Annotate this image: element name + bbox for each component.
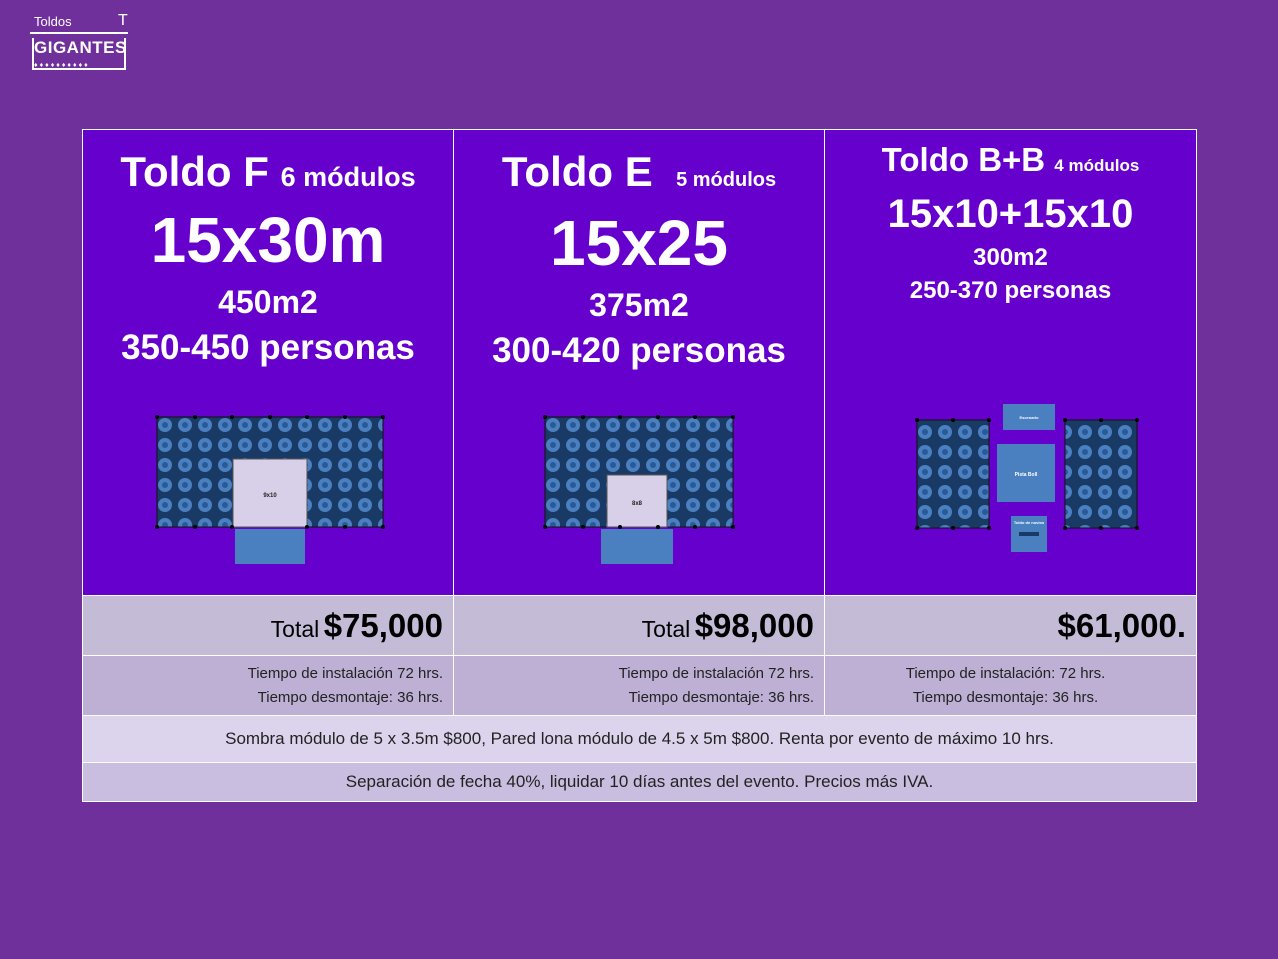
floor-plan-image: 8x8 [543, 415, 735, 564]
tent-size: 15x30m [150, 204, 386, 276]
price-row: Total $75,000 Total $98,000 $61,000. [82, 595, 1197, 656]
logo-people-graphic: ♦♦♦♦♦♦♦♦♦♦ [34, 62, 90, 69]
tent-cell-e: Toldo E 5 módulos 15x25 375m2 300-420 pe… [453, 129, 825, 596]
svg-text:Escenario: Escenario [1019, 415, 1039, 420]
logo-roof [30, 32, 128, 34]
tent-row: Toldo F 6 módulos 15x30m 450m2 350-450 p… [82, 129, 1197, 596]
floor-plan-image: 9x10 [155, 415, 385, 564]
time-cell: Tiempo de instalación 72 hrs. Tiempo desm… [82, 655, 454, 716]
tent-area: 300m2 [973, 244, 1048, 271]
tent-cell-f: Toldo F 6 módulos 15x30m 450m2 350-450 p… [82, 129, 454, 596]
logo-frame [32, 38, 126, 70]
price-table: Toldo F 6 módulos 15x30m 450m2 350-450 p… [82, 129, 1197, 802]
time-cell: Tiempo de instalación 72 hrs. Tiempo desm… [453, 655, 825, 716]
extras-note: Sombra módulo de 5 x 3.5m $800, Pared lo… [82, 715, 1197, 763]
time-cell: Tiempo de instalación: 72 hrs. Tiempo des… [824, 655, 1197, 716]
logo-top-text: Toldos [34, 14, 72, 29]
price-cell: Total $75,000 [82, 595, 454, 656]
tent-area: 450m2 [218, 284, 318, 320]
tent-capacity: 250-370 personas [909, 277, 1112, 304]
logo-mark: T [118, 12, 128, 29]
tent-capacity: 300-420 personas [492, 331, 786, 370]
logo-name: GIGANTES [34, 38, 127, 57]
svg-text:8x8: 8x8 [632, 501, 643, 507]
note-row: Separación de fecha 40%, liquidar 10 día… [82, 762, 1197, 802]
tent-title: Toldo B+B 4 módulos [881, 141, 1140, 178]
tent-title: Toldo F 6 módulos [120, 148, 416, 195]
floor-plan-image: Escenario Pista Boll Toldo de novios [915, 404, 1139, 552]
tent-area: 375m2 [589, 287, 689, 323]
company-logo: Toldos T GIGANTES ♦♦♦♦♦♦♦♦♦♦ [30, 12, 132, 74]
price-cell: $61,000. [824, 595, 1197, 656]
time-row: Tiempo de instalación 72 hrs. Tiempo desm… [82, 655, 1197, 716]
tent-cell-bb: Toldo B+B 4 módulos 15x10+15x10 300m2 25… [824, 129, 1197, 596]
tent-capacity: 350-450 personas [121, 328, 415, 367]
svg-text:9x10: 9x10 [263, 493, 277, 499]
svg-text:Toldo de novios: Toldo de novios [1014, 520, 1045, 525]
payment-note: Separación de fecha 40%, liquidar 10 día… [82, 762, 1197, 802]
note-row: Sombra módulo de 5 x 3.5m $800, Pared lo… [82, 715, 1197, 763]
tent-size: 15x25 [550, 207, 728, 279]
tent-size: 15x10+15x10 [887, 192, 1134, 236]
svg-text:Pista Boll: Pista Boll [1015, 472, 1038, 478]
price-cell: Total $98,000 [453, 595, 825, 656]
tent-title: Toldo E 5 módulos [501, 148, 777, 195]
